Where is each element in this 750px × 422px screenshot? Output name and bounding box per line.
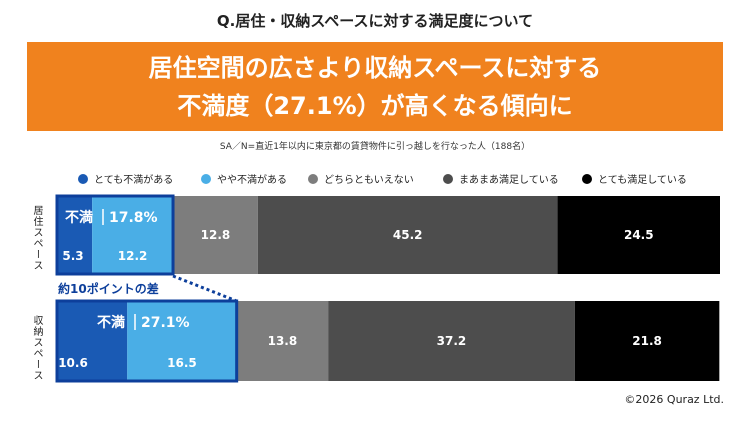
bar-very-satisfied-2: [574, 301, 720, 381]
dissatisfied-label-1: 不満: [65, 209, 93, 226]
category-label-storage: 収納スペース: [31, 315, 42, 381]
legend-swatch: [582, 173, 592, 184]
legend-item-very-dissatisfied: とても不満がある: [78, 171, 173, 186]
question-title: Q.居住・収納スペースに対する満足度について: [216, 12, 534, 30]
legend-item-somewhat-dissatisfied: やや不満がある: [201, 171, 287, 186]
headline-line-1: 居住空間の広さより収納スペースに対する: [148, 53, 602, 82]
bar-somewhat-dissatisfied-2: [127, 301, 237, 381]
legend-label: やや不満がある: [217, 175, 287, 186]
bar-somewhat-satisfied-1: [257, 196, 558, 274]
gap-connector: [172, 274, 238, 303]
headline-banner: 居住空間の広さより収納スペースに対する 不満度（27.1%）が高くなる傾向に: [27, 42, 723, 131]
dissatisfied-total-2: 27.1%: [141, 315, 190, 331]
headline-line-2: 不満度（27.1%）が高くなる傾向に: [177, 91, 573, 120]
bar-very-dissatisfied-1: [57, 196, 93, 274]
value-label-very-dissatisfied-1: 5.3: [62, 249, 83, 263]
legend-item-neutral: どちらともいえない: [308, 171, 414, 186]
category-label-living: 居住スペース: [31, 205, 42, 271]
legend-swatch: [443, 173, 453, 184]
dissatisfied-highlight-1: [55, 194, 175, 276]
gap-annotation: 約10ポイントの差: [58, 281, 159, 296]
legend-swatch: [201, 173, 211, 184]
value-label-somewhat-satisfied-2: 37.2: [437, 334, 467, 348]
bar-neutral-1: [173, 196, 258, 274]
bar-very-dissatisfied-2: [57, 301, 128, 381]
legend-swatch: [308, 173, 318, 184]
legend-label: どちらともいえない: [324, 175, 414, 186]
copyright: ©2026 Quraz Ltd.: [624, 393, 724, 406]
legend-item-somewhat-satisfied: まあまあ満足している: [443, 171, 559, 186]
bar-very-satisfied-1: [557, 196, 720, 274]
value-label-somewhat-satisfied-1: 45.2: [393, 228, 423, 242]
value-label-neutral-2: 13.8: [268, 334, 298, 348]
value-label-somewhat-dissatisfied-1: 12.2: [118, 249, 148, 263]
dissatisfied-highlight-2: [55, 299, 239, 383]
legend-label: とても不満がある: [94, 175, 174, 186]
legend-label: とても満足している: [598, 175, 687, 186]
bar-somewhat-satisfied-2: [328, 301, 575, 381]
legend: とても不満がある やや不満がある どちらともいえない まあまあ満足している とて…: [78, 171, 718, 187]
dissatisfied-total-1: 17.8%: [109, 210, 158, 226]
dissatisfied-label-2: 不満: [97, 314, 125, 331]
value-label-neutral-1: 12.8: [201, 228, 231, 242]
sample-note: SA／N=直近1年以内に東京都の賃貸物件に引っ越しを行なった人（188名）: [219, 142, 531, 152]
value-label-very-satisfied-2: 21.8: [632, 334, 662, 348]
bar-neutral-2: [236, 301, 329, 381]
legend-item-very-satisfied: とても満足している: [582, 171, 687, 186]
value-label-very-dissatisfied-2: 10.6: [58, 356, 88, 370]
legend-swatch: [78, 173, 88, 184]
value-label-very-satisfied-1: 24.5: [624, 228, 654, 242]
value-label-somewhat-dissatisfied-2: 16.5: [167, 356, 197, 370]
bar-somewhat-dissatisfied-1: [92, 196, 174, 274]
legend-label: まあまあ満足している: [459, 175, 559, 186]
